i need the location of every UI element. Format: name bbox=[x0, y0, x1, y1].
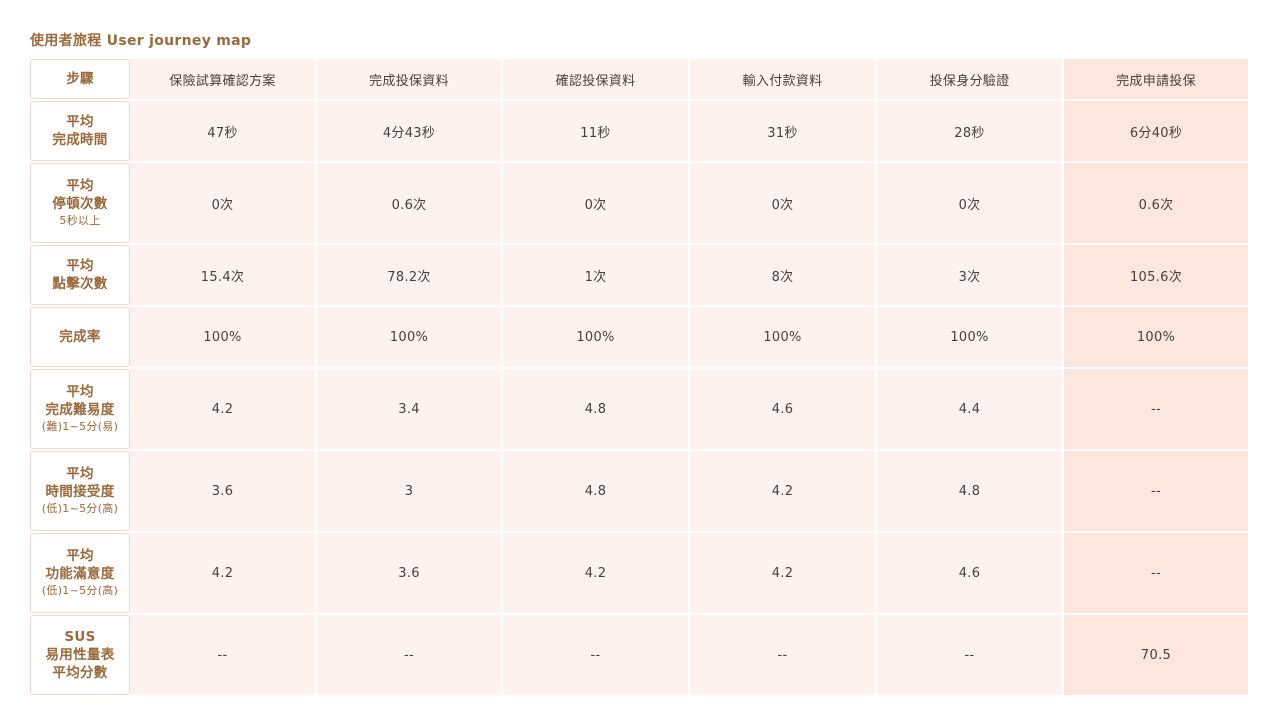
row-header-label-line: 完成率 bbox=[59, 329, 101, 345]
page-title: 使用者旅程 User journey map bbox=[30, 33, 252, 49]
table-cell-value: 3.6 bbox=[317, 533, 503, 615]
row-header-sublabel: (低)1~5分(高) bbox=[41, 584, 119, 597]
table-cell-value: 4.6 bbox=[877, 533, 1064, 615]
table-cell-value: 0次 bbox=[503, 163, 690, 245]
row-header-label-line: 平均 bbox=[66, 114, 94, 130]
table-cell-value: 15.4次 bbox=[130, 245, 317, 307]
row-header-label-line: 平均 bbox=[66, 384, 94, 400]
row-header-label-line: 易用性量表 bbox=[45, 647, 115, 663]
table-cell-value: 78.2次 bbox=[317, 245, 503, 307]
table-cell-value: 0次 bbox=[690, 163, 877, 245]
row-header-sublabel: (低)1~5分(高) bbox=[41, 502, 119, 515]
row-header-label-line: 完成時間 bbox=[52, 132, 108, 148]
table-cell-value: -- bbox=[1064, 369, 1250, 451]
row-header-label-line: SUS bbox=[64, 629, 96, 645]
table-cell-value: 100% bbox=[317, 307, 503, 369]
table-cell-value: 0.6次 bbox=[317, 163, 503, 245]
table-cell-value: 70.5 bbox=[1064, 615, 1250, 697]
table-cell-value: 4分43秒 bbox=[317, 101, 503, 163]
table-cell-value: 8次 bbox=[690, 245, 877, 307]
table-cell-value: 3.4 bbox=[317, 369, 503, 451]
column-header-step-1: 保險試算確認方案 bbox=[130, 59, 317, 101]
row-header-label-line: 平均 bbox=[66, 548, 94, 564]
row-header-metric-8: SUS 易用性量表平均分數 bbox=[30, 615, 130, 695]
row-header-metric-4: 完成率 bbox=[30, 307, 130, 367]
table-cell-value: -- bbox=[1064, 451, 1250, 533]
table-cell-value: 4.4 bbox=[877, 369, 1064, 451]
column-header-step-6: 完成申請投保 bbox=[1064, 59, 1250, 101]
table-cell-value: 11秒 bbox=[503, 101, 690, 163]
table-cell-value: 3 bbox=[317, 451, 503, 533]
table-cell-value: 100% bbox=[130, 307, 317, 369]
table-cell-value: 0次 bbox=[130, 163, 317, 245]
row-header-label-line: 停頓次數 bbox=[52, 196, 108, 212]
table-cell-value: 100% bbox=[1064, 307, 1250, 369]
table-cell-value: 0次 bbox=[877, 163, 1064, 245]
table-cell-value: 4.2 bbox=[503, 533, 690, 615]
table-cell-value: 100% bbox=[690, 307, 877, 369]
row-header-metric-5: 平均完成難易度 (難)1~5分(易) bbox=[30, 369, 130, 449]
journey-map-table: 步驟 保險試算確認方案 完成投保資料 確認投保資料 輸入付款資料 投保身分驗證 完成申請投保… bbox=[30, 59, 1250, 697]
row-header-metric-7: 平均功能滿意度 (低)1~5分(高) bbox=[30, 533, 130, 613]
column-header-step-3: 確認投保資料 bbox=[503, 59, 690, 101]
row-header-label-line: 平均分數 bbox=[52, 665, 108, 681]
table-cell-value: 100% bbox=[877, 307, 1064, 369]
table-cell-value: 47秒 bbox=[130, 101, 317, 163]
table-cell-value: -- bbox=[503, 615, 690, 697]
row-header-label-line: 完成難易度 bbox=[45, 402, 115, 418]
table-cell-value: 31秒 bbox=[690, 101, 877, 163]
corner-header-steps: 步驟 bbox=[30, 59, 130, 99]
table-cell-value: 0.6次 bbox=[1064, 163, 1250, 245]
table-cell-value: 1次 bbox=[503, 245, 690, 307]
table-cell-value: 4.8 bbox=[503, 451, 690, 533]
table-cell-value: 4.2 bbox=[130, 369, 317, 451]
table-cell-value: -- bbox=[877, 615, 1064, 697]
table-cell-value: 4.2 bbox=[130, 533, 317, 615]
table-cell-value: 4.6 bbox=[690, 369, 877, 451]
row-header-sublabel: 5秒以上 bbox=[59, 214, 101, 227]
table-cell-value: 4.2 bbox=[690, 451, 877, 533]
row-header-metric-3: 平均 點擊次數 bbox=[30, 245, 130, 305]
row-header-label-line: 點擊次數 bbox=[52, 276, 108, 292]
row-header-sublabel: (難)1~5分(易) bbox=[41, 420, 119, 433]
row-header-metric-1: 平均 完成時間 bbox=[30, 101, 130, 161]
table-cell-value: 4.8 bbox=[877, 451, 1064, 533]
table-cell-value: 28秒 bbox=[877, 101, 1064, 163]
table-cell-value: 3次 bbox=[877, 245, 1064, 307]
row-header-label-line: 平均 bbox=[66, 466, 94, 482]
table-cell-value: 4.8 bbox=[503, 369, 690, 451]
table-cell-value: 6分40秒 bbox=[1064, 101, 1250, 163]
row-header-label-line: 功能滿意度 bbox=[45, 566, 115, 582]
table-cell-value: 4.2 bbox=[690, 533, 877, 615]
row-header-metric-6: 平均時間接受度 (低)1~5分(高) bbox=[30, 451, 130, 531]
row-header-metric-2: 平均停頓次數 5秒以上 bbox=[30, 163, 130, 243]
column-header-step-2: 完成投保資料 bbox=[317, 59, 503, 101]
table-cell-value: 100% bbox=[503, 307, 690, 369]
column-header-step-4: 輸入付款資料 bbox=[690, 59, 877, 101]
table-cell-value: -- bbox=[1064, 533, 1250, 615]
row-header-label-line: 平均 bbox=[66, 258, 94, 274]
table-cell-value: -- bbox=[130, 615, 317, 697]
table-cell-value: -- bbox=[317, 615, 503, 697]
row-header-label-line: 平均 bbox=[66, 178, 94, 194]
table-cell-value: -- bbox=[690, 615, 877, 697]
row-header-label-line: 時間接受度 bbox=[45, 484, 115, 500]
table-cell-value: 105.6次 bbox=[1064, 245, 1250, 307]
table-cell-value: 3.6 bbox=[130, 451, 317, 533]
column-header-step-5: 投保身分驗證 bbox=[877, 59, 1064, 101]
